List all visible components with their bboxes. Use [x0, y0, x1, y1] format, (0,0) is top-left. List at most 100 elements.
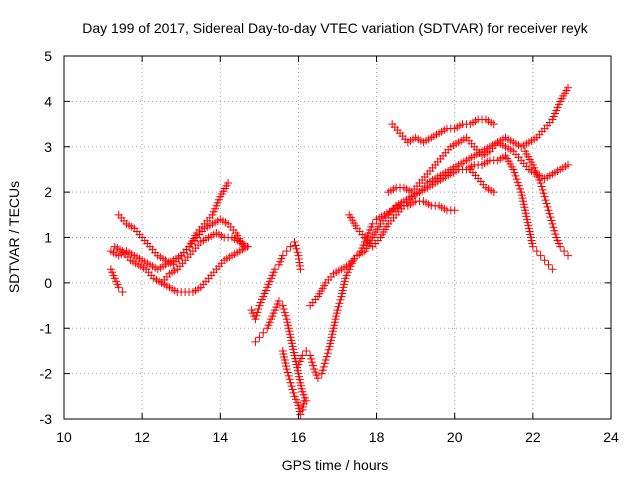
data-point [300, 396, 309, 405]
data-point-interp [537, 182, 546, 191]
data-point-interp [549, 223, 558, 232]
data-point [259, 328, 268, 337]
x-axis-ticks: 10 12 14 16 18 20 22 24 [56, 56, 619, 445]
data-point-interp [289, 388, 298, 397]
data-point [532, 247, 541, 256]
data-point [274, 297, 283, 306]
y-tick-label: -2 [40, 366, 53, 382]
data-point-interp [280, 308, 289, 317]
data-point [298, 351, 307, 360]
data-point-interp [319, 362, 328, 371]
series-arc5 [157, 228, 252, 287]
x-tick-label: 20 [447, 429, 463, 445]
series-arc8 [278, 346, 309, 419]
data-point [564, 83, 573, 92]
y-tick-label: 1 [44, 230, 52, 246]
data-point [321, 356, 330, 365]
data-point [536, 179, 545, 188]
data-point [564, 160, 573, 169]
data-point [489, 188, 498, 197]
data-point [548, 219, 557, 228]
data-point [290, 238, 299, 247]
data-point-interp [291, 241, 300, 250]
data-point-interp [543, 202, 552, 211]
data-point [251, 315, 260, 324]
data-point [540, 192, 549, 201]
x-tick-label: 24 [603, 429, 619, 445]
data-point-interp [550, 226, 559, 235]
data-point-interp [514, 181, 523, 190]
data-point [368, 219, 377, 228]
data-point-interp [307, 354, 316, 363]
data-point-interp [336, 295, 345, 304]
data-point [278, 301, 287, 310]
x-tick-label: 22 [525, 429, 541, 445]
data-point-interp [320, 359, 329, 368]
data-point-interp [510, 168, 519, 177]
data-point-interp [318, 366, 327, 375]
x-tick-label: 14 [212, 429, 228, 445]
data-point-interp [546, 213, 555, 222]
series-arc15 [501, 151, 557, 274]
data-point [536, 251, 545, 260]
chart-title: Day 199 of 2017, Sidereal Day-to-day VTE… [82, 20, 588, 36]
x-tick-label: 16 [291, 429, 307, 445]
data-point [286, 378, 295, 387]
data-point-interp [252, 311, 261, 320]
data-point-interp [285, 375, 294, 384]
data-point-interp [292, 244, 301, 253]
data-point [450, 206, 459, 215]
data-point [489, 120, 498, 129]
data-point [296, 265, 305, 274]
data-point-interp [293, 248, 302, 257]
data-point-interp [334, 302, 343, 311]
series-arc6 [247, 238, 305, 324]
data-point-interp [539, 189, 548, 198]
data-point-interp [308, 358, 317, 367]
data-point [313, 374, 322, 383]
y-tick-label: 2 [44, 184, 52, 200]
series-arc10 [306, 151, 510, 310]
data-point-interp [512, 175, 521, 184]
series-arc2 [110, 242, 252, 296]
data-point-interp [516, 184, 525, 193]
y-tick-label: 0 [44, 275, 52, 291]
data-point [286, 242, 295, 251]
data-point [296, 410, 305, 419]
data-point [118, 287, 127, 296]
data-point-interp [254, 304, 263, 313]
data-point [548, 265, 557, 274]
data-point [251, 337, 260, 346]
data-series [106, 83, 573, 419]
data-point [560, 247, 569, 256]
data-point-interp [541, 196, 550, 205]
data-point-interp [551, 230, 560, 239]
x-tick-label: 10 [56, 429, 72, 445]
series-arc3 [114, 179, 233, 269]
data-point [302, 346, 311, 355]
data-point [224, 179, 233, 188]
x-axis-title: GPS time / hours [282, 457, 389, 473]
series-arc7 [251, 297, 311, 405]
data-point-interp [545, 209, 554, 218]
data-point-interp [323, 349, 332, 358]
data-point-interp [322, 352, 331, 361]
data-point-interp [513, 178, 522, 187]
data-point-interp [283, 368, 292, 377]
series-arc13 [384, 83, 573, 197]
data-point [333, 306, 342, 315]
data-point [540, 256, 549, 265]
y-tick-label: 4 [44, 93, 52, 109]
data-point [317, 369, 326, 378]
data-point [349, 256, 358, 265]
series-arc16 [521, 147, 573, 260]
data-point [255, 333, 264, 342]
data-point [544, 206, 553, 215]
data-point [114, 283, 123, 292]
data-point [556, 242, 565, 251]
data-point [282, 365, 291, 374]
grid [64, 56, 611, 419]
series-arc11 [345, 138, 573, 251]
data-point [306, 351, 315, 360]
